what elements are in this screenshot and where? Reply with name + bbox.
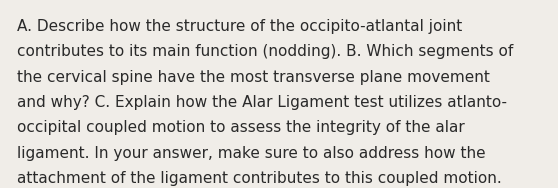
Text: contributes to its main function (nodding). B. Which segments of: contributes to its main function (noddin… [17, 44, 513, 59]
Text: and why? C. Explain how the Alar Ligament test utilizes atlanto-: and why? C. Explain how the Alar Ligamen… [17, 95, 507, 110]
Text: attachment of the ligament contributes to this coupled motion.: attachment of the ligament contributes t… [17, 171, 502, 186]
Text: the cervical spine have the most transverse plane movement: the cervical spine have the most transve… [17, 70, 489, 85]
Text: ligament. In your answer, make sure to also address how the: ligament. In your answer, make sure to a… [17, 146, 485, 161]
Text: A. Describe how the structure of the occipito-atlantal joint: A. Describe how the structure of the occ… [17, 19, 462, 34]
Text: occipital coupled motion to assess the integrity of the alar: occipital coupled motion to assess the i… [17, 120, 464, 135]
